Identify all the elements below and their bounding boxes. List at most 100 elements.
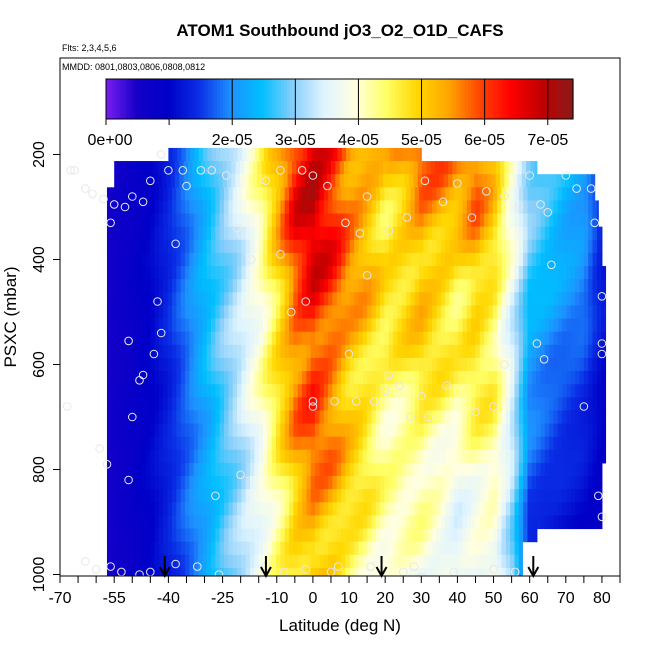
heatmap-cell — [280, 213, 286, 228]
heatmap-cell — [289, 384, 294, 398]
heatmap-cell — [488, 318, 494, 333]
heatmap-cell — [310, 541, 316, 556]
heatmap-cell — [579, 476, 585, 490]
heatmap-cell — [536, 331, 542, 346]
heatmap-cell — [137, 567, 143, 576]
colorbar-segment — [470, 79, 475, 119]
heatmap-cell — [193, 266, 199, 280]
heatmap-cell — [241, 200, 247, 215]
colorbar-segment — [494, 79, 498, 119]
heatmap-cell — [254, 436, 260, 451]
heatmap-cell — [449, 344, 455, 359]
heatmap-cell — [488, 357, 494, 372]
heatmap-cell — [250, 567, 255, 576]
heatmap-cell — [237, 410, 242, 425]
heatmap-cell — [150, 187, 156, 201]
heatmap-cell — [514, 357, 520, 372]
heatmap-cell — [488, 384, 494, 398]
heatmap-cell — [323, 449, 329, 464]
heatmap-cell — [293, 476, 299, 490]
heatmap-cell — [224, 239, 229, 254]
heatmap-cell — [310, 515, 316, 530]
heatmap-cell — [332, 397, 338, 411]
heatmap-cell — [319, 292, 325, 306]
heatmap-cell — [289, 554, 294, 569]
heatmap-cell — [198, 266, 203, 280]
heatmap-cell — [140, 174, 146, 188]
heatmap-cell — [202, 331, 208, 346]
heatmap-cell — [341, 476, 346, 490]
heatmap-cell — [137, 502, 143, 516]
heatmap-cell — [154, 528, 160, 543]
heatmap-cell — [536, 423, 542, 438]
heatmap-cell — [393, 384, 398, 398]
heatmap-cell — [367, 239, 372, 254]
heatmap-cell — [356, 161, 362, 175]
colorbar-segment — [491, 79, 495, 119]
heatmap-cell — [552, 174, 557, 188]
colorbar-segment — [371, 79, 376, 119]
heatmap-cell — [145, 187, 151, 201]
heatmap-cell — [276, 239, 281, 254]
heatmap-cell — [206, 200, 212, 215]
heatmap-cell — [185, 423, 190, 438]
heatmap-cell — [206, 423, 212, 438]
heatmap-cell — [228, 476, 234, 490]
heatmap-cell — [362, 567, 368, 576]
heatmap-cell — [510, 331, 516, 346]
heatmap-cell — [219, 226, 225, 241]
heatmap-cell — [527, 331, 533, 346]
heatmap-cell — [328, 147, 334, 162]
heatmap-cell — [384, 554, 390, 569]
heatmap-cell — [254, 344, 260, 359]
heatmap-cell — [492, 476, 498, 490]
heatmap-cell — [544, 266, 550, 280]
heatmap-cell — [557, 252, 563, 267]
heatmap-cell — [185, 344, 190, 359]
heatmap-cell — [523, 252, 529, 267]
heatmap-cell — [237, 502, 242, 516]
heatmap-cell — [319, 226, 325, 241]
heatmap-cell — [128, 357, 134, 372]
colorbar-segment — [351, 79, 355, 119]
heatmap-cell — [380, 331, 385, 346]
heatmap-cell — [497, 541, 502, 556]
heatmap-cell — [371, 292, 377, 306]
heatmap-cell — [193, 554, 199, 569]
heatmap-cell — [317, 174, 323, 188]
heatmap-cell — [276, 200, 281, 215]
heatmap-cell — [367, 318, 372, 333]
heatmap-cell — [583, 239, 589, 254]
heatmap-cell — [544, 462, 550, 477]
heatmap-cell — [332, 371, 338, 385]
heatmap-cell — [180, 226, 186, 241]
heatmap-cell — [488, 305, 494, 320]
heatmap-cell — [106, 331, 112, 346]
heatmap-cell — [332, 187, 338, 201]
heatmap-cell — [297, 554, 303, 569]
heatmap-cell — [592, 384, 598, 398]
heatmap-cell — [172, 554, 177, 569]
heatmap-cell — [549, 266, 555, 280]
heatmap-cell — [211, 292, 216, 306]
heatmap-cell — [384, 541, 390, 556]
heatmap-cell — [523, 489, 529, 503]
heatmap-cell — [150, 344, 156, 359]
heatmap-cell — [172, 528, 177, 543]
heatmap-cell — [354, 252, 359, 267]
heatmap-cell — [592, 213, 598, 228]
heatmap-cell — [401, 397, 407, 411]
heatmap-cell — [293, 384, 299, 398]
heatmap-cell — [271, 476, 277, 490]
heatmap-cell — [349, 476, 355, 490]
heatmap-cell — [453, 449, 459, 464]
heatmap-cell — [505, 489, 511, 503]
heatmap-cell — [145, 397, 151, 411]
heatmap-cell — [115, 410, 121, 425]
heatmap-cell — [245, 344, 251, 359]
heatmap-cell — [241, 397, 247, 411]
heatmap-cell — [158, 371, 164, 385]
heatmap-cell — [226, 161, 232, 175]
heatmap-cell — [475, 515, 481, 530]
heatmap-cell — [163, 476, 169, 490]
